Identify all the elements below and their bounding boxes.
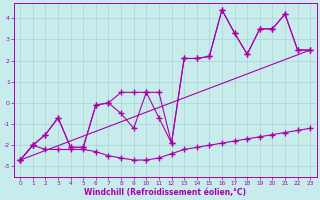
X-axis label: Windchill (Refroidissement éolien,°C): Windchill (Refroidissement éolien,°C) xyxy=(84,188,246,197)
